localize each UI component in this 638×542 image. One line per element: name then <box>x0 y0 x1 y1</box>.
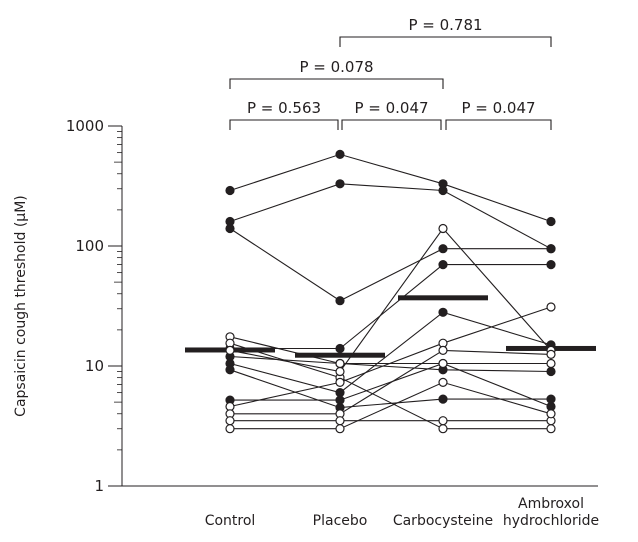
closed-point <box>438 307 448 317</box>
closed-point <box>335 179 345 189</box>
closed-point <box>438 394 448 404</box>
open-point <box>438 424 448 434</box>
closed-point <box>546 260 556 270</box>
p-value-label: P = 0.781 <box>408 16 482 34</box>
y-tick-label: 1000 <box>66 117 104 135</box>
series-line <box>230 264 551 350</box>
series-line <box>229 336 551 365</box>
p-value-label: P = 0.078 <box>299 58 373 76</box>
closed-point <box>438 244 448 254</box>
x-tick-label: Placebo <box>313 513 368 529</box>
closed-point <box>225 185 235 196</box>
significance-bracket <box>339 36 552 47</box>
series-line <box>229 183 552 250</box>
series-line <box>229 153 552 223</box>
closed-point <box>335 149 345 159</box>
series-lines <box>229 153 552 430</box>
open-point <box>335 358 345 369</box>
closed-point <box>335 343 345 354</box>
series-line <box>230 349 552 415</box>
significance-bracket <box>445 119 552 130</box>
y-tick-label: 100 <box>75 237 104 255</box>
closed-point <box>546 366 556 377</box>
open-point <box>546 358 556 369</box>
open-point <box>335 416 345 426</box>
significance-bracket <box>229 119 339 130</box>
series-line <box>229 369 551 409</box>
open-point <box>225 424 235 434</box>
open-point <box>438 416 448 426</box>
closed-point <box>438 185 448 196</box>
open-point <box>546 302 556 312</box>
open-point <box>438 223 448 234</box>
significance-brackets: P = 0.563 P = 0.047 P = 0.047 P = 0.078 P = … <box>229 16 552 130</box>
closed-point <box>335 296 345 306</box>
open-point <box>335 424 345 434</box>
open-point <box>225 416 235 426</box>
significance-bracket <box>229 78 444 89</box>
closed-point <box>335 395 345 405</box>
p-value-label: P = 0.047 <box>461 99 535 117</box>
open-point <box>438 345 448 355</box>
y-tick-label: 1 <box>94 477 104 495</box>
closed-point <box>438 260 448 270</box>
closed-point <box>546 216 556 227</box>
open-point <box>546 349 556 359</box>
axes <box>108 125 598 487</box>
p-value-label: P = 0.563 <box>247 99 321 117</box>
median-bar <box>295 352 385 358</box>
significance-bracket <box>341 119 442 130</box>
median-bars <box>185 295 596 358</box>
x-tick-label: hydrochloride <box>503 513 599 529</box>
x-tick-label: Carbocysteine <box>393 513 493 529</box>
y-tick-label: 10 <box>85 357 104 375</box>
data-points <box>225 149 556 434</box>
series-line <box>229 311 552 394</box>
open-point <box>546 424 556 434</box>
closed-point <box>335 388 345 398</box>
series-line <box>229 306 552 408</box>
closed-point <box>225 365 235 375</box>
axis-labels: 1 10 100 1000 Capsaicin cough threshold (μM)… <box>13 117 599 529</box>
p-value-label: P = 0.047 <box>354 99 428 117</box>
median-bar <box>398 295 488 301</box>
x-tick-label: Ambroxol <box>518 496 584 512</box>
y-axis-label: Capsaicin cough threshold (μM) <box>13 195 29 417</box>
open-point <box>335 377 345 387</box>
x-tick-label: Control <box>205 513 256 529</box>
closed-point <box>546 394 556 404</box>
open-point <box>438 358 448 369</box>
open-point <box>438 377 448 387</box>
closed-point <box>546 244 556 254</box>
open-point <box>546 409 556 419</box>
series-line <box>230 381 552 430</box>
series-line <box>229 227 552 373</box>
series-line <box>229 228 551 302</box>
open-point <box>225 345 235 355</box>
open-point <box>335 366 345 377</box>
closed-point <box>225 223 235 234</box>
